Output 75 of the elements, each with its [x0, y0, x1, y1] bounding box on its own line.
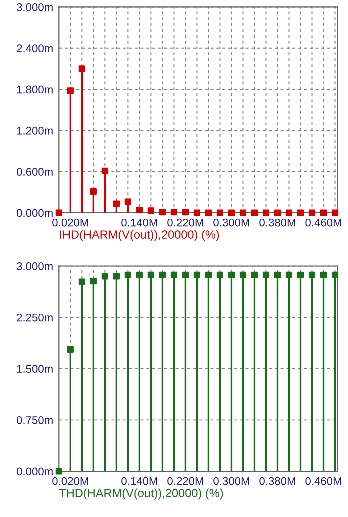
x-tick-label: 0.300M	[214, 477, 250, 486]
point	[67, 88, 74, 94]
point	[113, 273, 120, 280]
point	[297, 272, 304, 278]
y-tick-label: 1.800m	[17, 86, 53, 94]
point	[102, 273, 108, 280]
x-tick-label: 0.140M	[122, 477, 158, 486]
point	[182, 209, 189, 216]
x-tick-label: 0.140M	[122, 218, 158, 227]
point	[251, 210, 258, 216]
y-tick-label: 0.000m	[16, 209, 53, 218]
point	[216, 272, 224, 278]
x-axis-title: IHD(HARM(V(out)),20000) (%)	[60, 230, 220, 242]
point	[286, 210, 293, 216]
point	[78, 278, 86, 286]
point	[274, 272, 282, 278]
point	[240, 210, 247, 216]
point	[136, 272, 143, 278]
x-tick-label: 0.460M	[306, 218, 342, 227]
point	[124, 272, 132, 278]
x-tick-label: 0.460M	[306, 477, 342, 486]
point	[148, 208, 154, 214]
point	[320, 210, 328, 216]
point	[228, 210, 236, 216]
y-tick-label: 0.000m	[16, 468, 53, 476]
point	[194, 210, 201, 216]
point	[194, 272, 201, 278]
x-tick-label: 0.020M	[52, 477, 88, 486]
point	[136, 206, 143, 214]
point	[124, 198, 132, 206]
point	[262, 272, 270, 278]
y-tick-label: 3.000m	[16, 262, 53, 270]
x-tick-label: 0.380M	[260, 218, 296, 227]
point	[297, 210, 304, 216]
x-tick-label: 0.020M	[52, 218, 88, 227]
point	[159, 209, 166, 216]
point	[332, 272, 339, 278]
point	[251, 272, 258, 278]
point	[205, 272, 212, 278]
point	[332, 210, 339, 216]
point	[320, 272, 328, 278]
x-tick-label: 0.220M	[168, 477, 204, 486]
point	[56, 468, 62, 475]
point	[90, 278, 97, 285]
point	[170, 272, 178, 278]
point	[274, 210, 282, 216]
point	[113, 200, 120, 208]
point	[228, 272, 236, 278]
point	[240, 272, 247, 278]
point	[102, 168, 108, 174]
point	[216, 210, 224, 216]
point	[159, 272, 166, 278]
point	[286, 272, 293, 278]
x-tick-label: 0.220M	[168, 218, 204, 227]
y-tick-label: 1.500m	[17, 365, 53, 374]
point	[148, 272, 154, 278]
x-tick-label: 0.380M	[260, 477, 296, 486]
point	[67, 346, 74, 354]
y-tick-label: 0.600m	[16, 168, 53, 176]
point	[205, 210, 212, 216]
point	[182, 272, 189, 278]
point	[308, 210, 316, 216]
y-tick-label: 1.200m	[17, 126, 53, 135]
x-axis-title: THD(HARM(V(out)),20000) (%)	[59, 488, 224, 500]
point	[78, 66, 86, 72]
point	[90, 188, 97, 196]
point	[262, 210, 270, 216]
point	[56, 210, 62, 216]
point	[308, 272, 316, 278]
y-tick-label: 0.750m	[16, 416, 53, 424]
y-tick-label: 3.000m	[16, 4, 53, 12]
y-tick-label: 2.250m	[17, 314, 53, 322]
x-tick-label: 0.300M	[214, 218, 250, 227]
y-tick-label: 2.400m	[17, 44, 53, 53]
point	[170, 209, 178, 216]
